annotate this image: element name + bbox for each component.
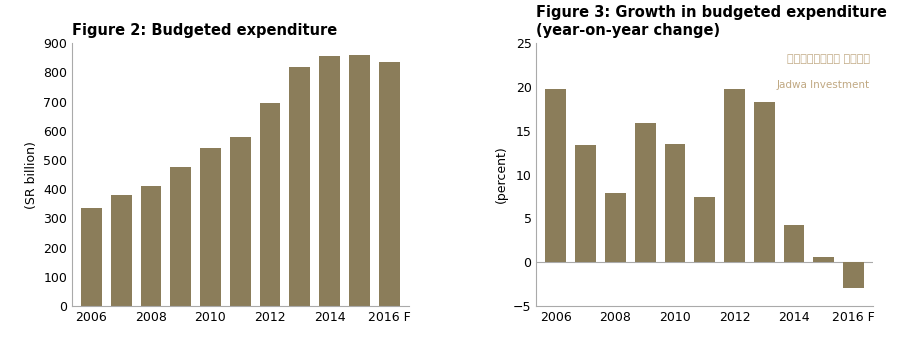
Bar <box>784 225 805 262</box>
Bar <box>664 144 686 262</box>
Bar <box>81 208 102 306</box>
Bar <box>349 55 370 306</box>
Bar <box>111 195 131 306</box>
Text: Figure 3: Growth in budgeted expenditure
(year-on-year change): Figure 3: Growth in budgeted expenditure… <box>536 5 887 38</box>
Bar <box>634 123 655 262</box>
Bar <box>754 102 775 262</box>
Bar <box>170 167 191 306</box>
Bar <box>320 56 340 306</box>
Bar <box>843 262 864 288</box>
Bar <box>545 89 566 262</box>
Bar <box>379 62 400 306</box>
Bar <box>724 89 745 262</box>
Text: رامثتسلل ىودج: رامثتسلل ىودج <box>787 54 869 64</box>
Bar <box>290 67 310 306</box>
Y-axis label: (percent): (percent) <box>494 146 508 203</box>
Text: Jadwa Investment: Jadwa Investment <box>777 80 869 90</box>
Bar <box>575 145 596 262</box>
Bar <box>140 186 161 306</box>
Text: Figure 2: Budgeted expenditure: Figure 2: Budgeted expenditure <box>72 23 338 38</box>
Bar <box>230 137 251 306</box>
Bar <box>259 103 281 306</box>
Bar <box>694 197 716 262</box>
Y-axis label: (SR billion): (SR billion) <box>24 141 38 208</box>
Bar <box>200 148 220 306</box>
Bar <box>814 257 834 262</box>
Bar <box>605 193 626 262</box>
